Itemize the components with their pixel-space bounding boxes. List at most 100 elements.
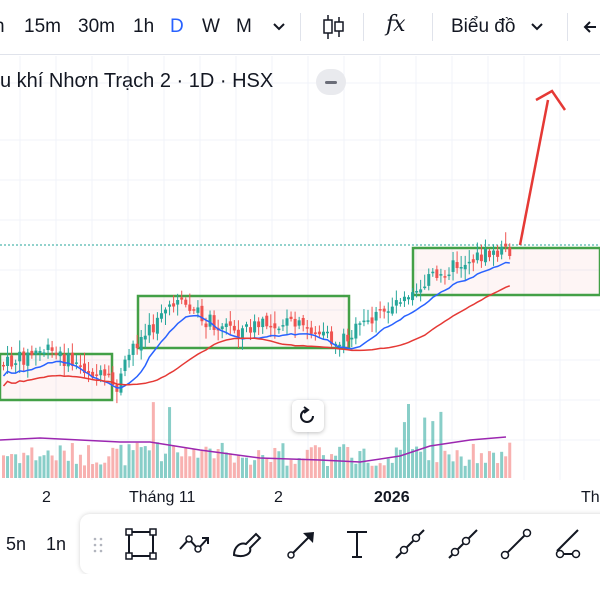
volume-bar <box>411 449 415 478</box>
volume-bar <box>155 442 159 478</box>
volume-bar <box>504 456 508 478</box>
collapse-legend-button[interactable] <box>316 69 346 95</box>
drawing-tools-panel <box>80 514 600 574</box>
candle-body <box>22 351 26 365</box>
volume-bar <box>180 456 184 478</box>
volume-bar <box>220 442 224 478</box>
timeframe-m[interactable]: M <box>236 16 252 37</box>
volume-bar <box>435 462 439 478</box>
candle-body <box>168 304 172 307</box>
volume-bar <box>443 450 447 478</box>
candle-body <box>99 370 103 376</box>
volume-bar <box>257 450 261 478</box>
timeframe-1n[interactable]: 1n <box>46 534 67 554</box>
candle-body <box>6 356 10 367</box>
x-axis-label: 2026 <box>374 489 410 506</box>
arrow-tool-icon[interactable] <box>285 527 319 561</box>
ma-long-line <box>2 285 511 387</box>
rectangle-tool-icon[interactable] <box>124 527 158 561</box>
timeframe-d[interactable]: D <box>170 16 184 37</box>
volume-bar <box>127 444 131 478</box>
candle-body <box>301 317 305 326</box>
candle-body <box>390 306 394 314</box>
toolbar-border <box>0 54 600 55</box>
timeframe-5n[interactable]: 5n <box>6 534 27 554</box>
timeframe-30m[interactable]: 30m <box>78 16 115 37</box>
volume-bar <box>467 459 471 478</box>
volume-bar <box>78 454 82 478</box>
volume-bar <box>18 463 22 478</box>
undo-arrow-icon[interactable] <box>582 17 600 37</box>
reset-chart-button[interactable] <box>292 400 324 432</box>
candle-body <box>74 362 78 364</box>
candle-body <box>407 297 410 300</box>
volume-bar <box>62 450 66 478</box>
brush-tool-icon[interactable] <box>230 527 264 561</box>
text-tool-icon[interactable] <box>340 527 374 561</box>
volume-bar <box>253 460 257 478</box>
volume-bar <box>289 459 293 478</box>
volume-bar <box>245 457 248 478</box>
candle-body <box>313 332 317 335</box>
candle-body <box>253 321 257 333</box>
candle-body <box>475 252 479 261</box>
volume-bar <box>479 453 483 478</box>
candles-icon[interactable] <box>320 13 346 41</box>
ray-tool-icon[interactable] <box>446 527 480 561</box>
candle-body <box>463 264 467 270</box>
candle-body <box>212 315 216 330</box>
candle-body <box>443 276 447 278</box>
chevron-down-icon[interactable] <box>529 19 545 35</box>
timeframe-w[interactable]: W <box>202 16 220 37</box>
extended-line-tool-icon[interactable] <box>499 527 533 561</box>
volume-bar <box>281 443 285 478</box>
drag-handle-icon[interactable] <box>92 535 104 555</box>
candle-body <box>451 260 455 272</box>
candle-body <box>366 320 370 322</box>
candle-body <box>127 354 131 361</box>
candle-body <box>232 325 236 331</box>
candle-body <box>459 267 463 269</box>
chevron-down-icon[interactable] <box>271 19 287 35</box>
indicators-button[interactable]: fx <box>386 12 420 42</box>
function-icon: fx <box>386 12 406 37</box>
candle-body <box>50 347 54 351</box>
volume-bar <box>483 462 487 478</box>
parallel-channel-tool-icon[interactable] <box>552 527 586 561</box>
candle-body <box>378 309 382 311</box>
candle-body <box>14 363 18 365</box>
candle-body <box>504 243 508 247</box>
candle-body <box>508 247 512 256</box>
timeframe-partial[interactable]: n <box>0 13 5 41</box>
x-axis-label: Th <box>581 489 600 506</box>
x-axis-label: Tháng 11 <box>129 489 196 506</box>
path-tool-icon[interactable] <box>177 527 211 561</box>
candle-body <box>111 372 115 385</box>
volume-bar <box>240 457 244 478</box>
candle-body <box>159 313 163 319</box>
trend-line-tool-icon[interactable] <box>393 527 427 561</box>
candle-body <box>147 324 151 336</box>
candle-body <box>346 334 350 342</box>
toolbar-divider <box>432 13 433 41</box>
volume-bar <box>14 454 18 478</box>
candle-body <box>350 337 354 340</box>
candle-body <box>394 300 398 306</box>
price-chart[interactable] <box>0 0 600 514</box>
volume-bar <box>338 446 342 478</box>
volume-bar <box>390 462 394 478</box>
candle-body <box>18 351 22 362</box>
candle-body <box>91 371 95 378</box>
candle-body <box>321 331 325 336</box>
bottom-blank-area <box>0 574 600 600</box>
volume-bar <box>111 447 115 478</box>
candle-body <box>281 325 285 327</box>
timeframe-1h[interactable]: 1h <box>133 16 155 37</box>
candle-body <box>240 328 244 339</box>
timeframe-15m[interactable]: 15m <box>24 16 61 37</box>
volume-bar <box>208 448 212 478</box>
breakout-arrow <box>518 89 567 246</box>
chart-type-menu[interactable]: Biểu đồ <box>451 16 516 37</box>
candle-body <box>370 317 374 324</box>
candle-body <box>123 359 127 372</box>
